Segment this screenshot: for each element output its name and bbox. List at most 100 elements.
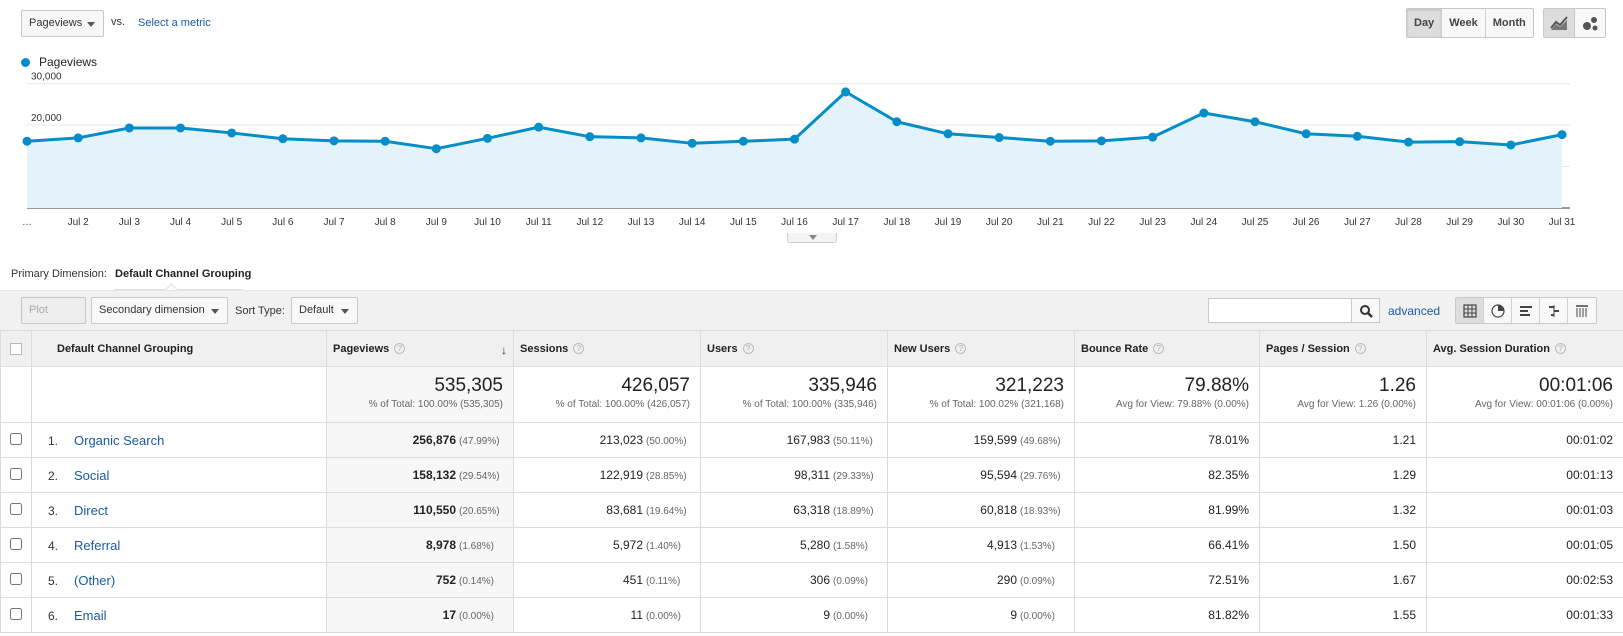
row-checkbox[interactable]: [10, 572, 22, 585]
row-checkbox[interactable]: [10, 467, 22, 480]
avg-session-duration-cell: 00:01:02: [1426, 422, 1623, 458]
select-all-checkbox[interactable]: [10, 342, 22, 355]
secondary-dimension-select[interactable]: Secondary dimension: [91, 297, 228, 324]
data-point[interactable]: [1352, 131, 1362, 141]
row-checkbox[interactable]: [10, 502, 22, 515]
col-header-sessions[interactable]: Sessions?: [513, 330, 701, 367]
help-icon[interactable]: ?: [573, 343, 585, 355]
select-all-header[interactable]: [0, 330, 32, 367]
help-icon[interactable]: ?: [1554, 343, 1566, 355]
col-header-users[interactable]: Users?: [700, 330, 888, 367]
data-point[interactable]: [687, 138, 697, 148]
advanced-filter-link[interactable]: advanced: [1388, 304, 1441, 318]
data-point[interactable]: [994, 133, 1004, 143]
cell-value: 72.51%: [1208, 573, 1249, 587]
col-header-bounce-rate[interactable]: Bounce Rate?: [1074, 330, 1260, 367]
table-search-input[interactable]: [1208, 298, 1352, 323]
comparison-view-button[interactable]: [1540, 298, 1568, 323]
metric-select[interactable]: Pageviews: [21, 10, 104, 37]
col-header-label: Avg. Session Duration: [1433, 342, 1550, 355]
avg-session-duration-cell: 00:01:13: [1426, 457, 1623, 493]
cell-value: 159,599: [973, 433, 1017, 447]
primary-dimension-pointer: [114, 285, 242, 294]
cell-percent: (0.00%): [459, 611, 495, 622]
avg-session-duration-cell: 00:01:05: [1426, 527, 1623, 563]
data-point[interactable]: [1148, 132, 1158, 142]
pie-view-icon: [1490, 303, 1505, 318]
row-checkbox[interactable]: [10, 432, 22, 445]
data-point[interactable]: [1557, 130, 1567, 140]
channel-link[interactable]: Direct: [74, 502, 108, 518]
cell-value: 00:01:13: [1566, 468, 1613, 482]
channel-cell: 6. Email: [31, 597, 327, 633]
channel-link[interactable]: Email: [74, 607, 107, 623]
data-point[interactable]: [431, 144, 441, 154]
performance-view-button[interactable]: [1512, 298, 1540, 323]
data-point[interactable]: [278, 134, 288, 144]
help-icon[interactable]: ?: [1354, 343, 1366, 355]
data-point[interactable]: [841, 87, 851, 97]
data-point[interactable]: [1250, 117, 1260, 127]
select-metric-link[interactable]: Select a metric: [138, 17, 211, 29]
pie-view-button[interactable]: [1484, 298, 1512, 323]
data-point[interactable]: [176, 123, 185, 133]
help-icon[interactable]: ?: [742, 343, 754, 355]
data-point[interactable]: [1301, 129, 1311, 139]
plot-rows-button[interactable]: Plot Rows: [21, 297, 86, 341]
table-view-button[interactable]: [1456, 298, 1484, 323]
data-point[interactable]: [790, 134, 799, 144]
channel-link[interactable]: Referral: [74, 537, 121, 553]
data-point[interactable]: [1045, 136, 1055, 146]
motion-chart-button[interactable]: [1574, 9, 1605, 37]
line-chart-button[interactable]: [1544, 9, 1575, 37]
data-point[interactable]: [73, 133, 83, 143]
channel-link[interactable]: Organic Search: [74, 432, 165, 448]
cell-percent: (47.99%): [459, 436, 500, 447]
total-subtext: Avg for View: 79.88% (0.00%): [1115, 399, 1249, 410]
help-icon[interactable]: ?: [955, 343, 967, 355]
data-point[interactable]: [22, 136, 32, 146]
sort-type-select[interactable]: Default: [291, 297, 358, 324]
data-point[interactable]: [1199, 108, 1209, 118]
cell-value: 451: [622, 573, 643, 587]
data-point[interactable]: [227, 128, 237, 138]
period-month-button[interactable]: Month: [1485, 9, 1533, 37]
bounce-rate-cell: 78.01%: [1074, 422, 1260, 458]
new-users-cell: 290 (0.09%): [887, 562, 1075, 598]
data-point[interactable]: [534, 122, 544, 132]
total-value: 321,223: [995, 375, 1064, 396]
data-point[interactable]: [1097, 136, 1106, 146]
data-point[interactable]: [892, 117, 902, 127]
collapse-chart-handle[interactable]: [787, 233, 837, 243]
data-point[interactable]: [943, 129, 953, 139]
period-week-button[interactable]: Week: [1442, 9, 1486, 37]
row-checkbox[interactable]: [10, 537, 22, 550]
col-header-avg-session-duration[interactable]: Avg. Session Duration?: [1426, 330, 1623, 367]
data-point[interactable]: [738, 136, 748, 146]
search-button[interactable]: [1352, 298, 1380, 323]
col-header-new-users[interactable]: New Users?: [887, 330, 1075, 367]
data-point[interactable]: [380, 136, 390, 146]
col-header-pages-per-session[interactable]: Pages / Session?: [1259, 330, 1427, 367]
data-point[interactable]: [1455, 137, 1465, 147]
period-day-button[interactable]: Day: [1407, 9, 1443, 37]
primary-dimension-value[interactable]: Default Channel Grouping: [115, 268, 252, 280]
channel-link[interactable]: (Other): [74, 572, 116, 588]
channel-link[interactable]: Social: [74, 467, 110, 483]
col-header-channel[interactable]: Default Channel Grouping: [31, 330, 327, 367]
x-tick-label: Jul 30: [1497, 217, 1524, 228]
row-checkbox[interactable]: [10, 607, 22, 620]
cell-value: 66.41%: [1208, 538, 1249, 552]
data-point[interactable]: [124, 123, 134, 133]
data-point[interactable]: [636, 133, 646, 143]
help-icon[interactable]: ?: [1153, 343, 1165, 355]
col-header-pageviews[interactable]: Pageviews? ↓: [326, 330, 514, 367]
total-subtext: Avg for View: 00:01:06 (0.00%): [1474, 399, 1613, 410]
data-point[interactable]: [483, 133, 492, 143]
data-point[interactable]: [1506, 140, 1516, 150]
help-icon[interactable]: ?: [394, 343, 406, 355]
pivot-view-button[interactable]: [1568, 298, 1596, 323]
data-point[interactable]: [585, 132, 595, 142]
data-point[interactable]: [1404, 137, 1413, 147]
data-point[interactable]: [329, 136, 339, 146]
